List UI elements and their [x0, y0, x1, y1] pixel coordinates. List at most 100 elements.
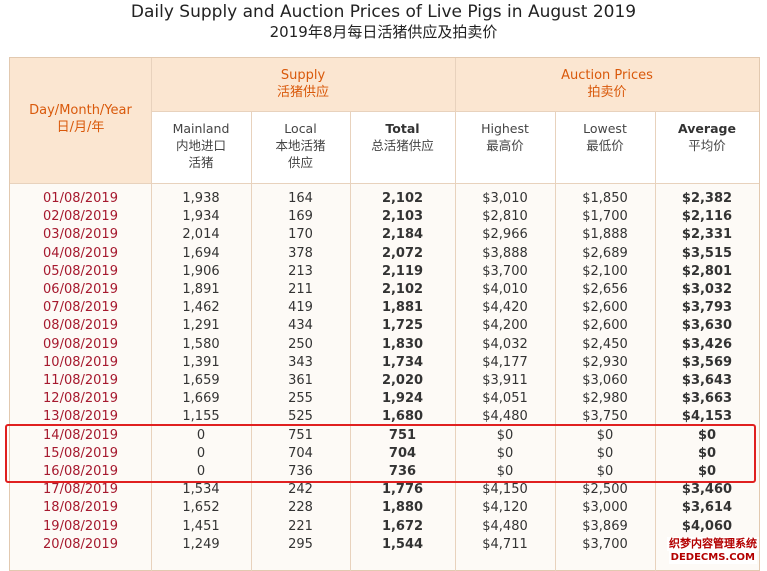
value-cell: 0	[196, 427, 206, 443]
date-cell: 05/08/2019	[43, 263, 118, 279]
value-cell: $2,116	[681, 209, 733, 225]
highlight-box	[5, 424, 756, 483]
value-cell: $3,643	[681, 373, 733, 388]
value-cell: $4,153	[681, 409, 733, 425]
value-cell: $3,614	[681, 500, 733, 516]
value-cell: 250	[288, 336, 313, 352]
table-row: 06/08/2019 1,891 211 2,102 $4,010 $2,656 $3,03…	[10, 281, 759, 299]
value-cell: $4,711	[482, 536, 528, 552]
value-cell: $3,032	[681, 282, 733, 297]
value-cell: $2,656	[582, 282, 628, 297]
value-cell: 525	[288, 409, 313, 425]
value-cell: $3,060	[582, 373, 628, 388]
value-cell: $2,331	[681, 227, 733, 243]
value-cell: 213	[288, 263, 313, 279]
value-cell: 1,891	[182, 282, 220, 297]
date-cell: 02/08/2019	[43, 209, 118, 225]
value-cell: 1,694	[182, 245, 220, 261]
value-cell: $4,032	[482, 336, 528, 352]
date-cell: 17/08/2019	[43, 482, 118, 498]
value-cell: $4,177	[482, 354, 528, 370]
value-cell: 1,451	[182, 518, 220, 534]
table-row: 08/08/2019 1,291 434 1,725 $4,200 $2,600 $3,63…	[10, 317, 759, 335]
value-cell: 0	[196, 445, 206, 461]
date-cell: 19/08/2019	[43, 518, 118, 534]
value-cell: 1,291	[182, 318, 220, 334]
table-row: 18/08/2019 1,652 228 1,880 $4,120 $3,000 $3,61…	[10, 499, 759, 517]
date-header-band	[10, 58, 151, 183]
value-cell: 1,725	[381, 318, 424, 334]
value-cell: 1,934	[182, 209, 220, 225]
date-header-en: Day/Month/Year	[29, 103, 132, 118]
value-cell: 1,391	[182, 354, 220, 370]
value-cell: 434	[288, 318, 313, 334]
value-cell: 1,534	[182, 482, 220, 498]
value-cell: 2,102	[381, 191, 424, 206]
table-row: 14/08/2019 0 751 751 $0 $0 $0	[10, 427, 759, 445]
value-cell: 170	[288, 227, 313, 243]
value-cell: 1,155	[182, 409, 220, 425]
value-cell: 1,881	[381, 300, 424, 316]
value-cell: 1,734	[381, 354, 424, 370]
value-cell: 242	[288, 482, 313, 498]
table-row: 11/08/2019 1,659 361 2,020 $3,911 $3,060 $3,64…	[10, 372, 759, 390]
value-cell: $4,200	[482, 318, 528, 334]
value-cell: 1,776	[381, 482, 424, 498]
value-cell: 1,830	[381, 336, 424, 352]
auction-header-en: Auction Prices	[561, 68, 653, 83]
value-cell: 221	[288, 518, 313, 534]
value-cell: $4,420	[482, 300, 528, 316]
value-cell: 2,020	[381, 373, 424, 388]
value-cell: $3,630	[681, 318, 733, 334]
value-cell: $4,120	[482, 500, 528, 516]
value-cell: $1,888	[582, 227, 628, 243]
date-cell: 14/08/2019	[43, 427, 118, 443]
value-cell: $1,850	[582, 191, 628, 206]
value-cell: 736	[288, 464, 313, 479]
value-cell: $3,569	[681, 354, 733, 370]
value-cell: 704	[288, 445, 313, 461]
date-cell: 13/08/2019	[43, 409, 118, 425]
date-cell: 08/08/2019	[43, 318, 118, 334]
value-cell: $3,700	[482, 263, 528, 279]
table-row: 19/08/2019 1,451 221 1,672 $4,480 $3,869 $4,06…	[10, 518, 759, 536]
value-cell: $0	[697, 427, 717, 443]
value-cell: $2,600	[582, 318, 628, 334]
value-cell: $3,793	[681, 300, 733, 316]
date-cell: 11/08/2019	[43, 373, 118, 388]
value-cell: $4,060	[681, 518, 733, 534]
table-row: 17/08/2019 1,534 242 1,776 $4,150 $2,500 $3,46…	[10, 481, 759, 499]
value-cell: 2,184	[381, 227, 424, 243]
date-cell: 12/08/2019	[43, 391, 118, 407]
value-cell: $2,500	[582, 482, 628, 498]
table-row: 01/08/2019 1,938 164 2,102 $3,010 $1,850 $2,38…	[10, 190, 759, 208]
value-cell: $0	[697, 464, 717, 479]
col-header-mainland: Mainland 内地进口 活猪	[172, 121, 230, 170]
date-header-zh: 日/月/年	[56, 120, 105, 135]
value-cell: 1,672	[381, 518, 424, 534]
date-cell: 07/08/2019	[43, 300, 118, 316]
table-row: 20/08/2019 1,249 295 1,544 $4,711 $3,700	[10, 536, 759, 554]
value-cell: $0	[496, 427, 514, 443]
value-cell: 164	[288, 191, 313, 206]
value-cell: $2,810	[482, 209, 528, 225]
value-cell: $3,663	[681, 391, 733, 407]
date-cell: 10/08/2019	[43, 354, 118, 370]
value-cell: 1,669	[182, 391, 220, 407]
value-cell: 2,072	[381, 245, 424, 261]
auction-header-zh: 拍卖价	[587, 85, 627, 100]
value-cell: $1,700	[582, 209, 628, 225]
supply-header-en: Supply	[280, 68, 326, 83]
value-cell: $3,000	[582, 500, 628, 516]
value-cell: 1,938	[182, 191, 220, 206]
col-header-local: Local 本地活猪 供应	[275, 121, 326, 170]
value-cell: $0	[496, 464, 514, 479]
value-cell: 1,680	[381, 409, 424, 425]
value-cell: $0	[596, 427, 614, 443]
value-cell: $2,100	[582, 263, 628, 279]
value-cell: 419	[288, 300, 313, 316]
table-row: 16/08/2019 0 736 736 $0 $0 $0	[10, 463, 759, 481]
table-row: 15/08/2019 0 704 704 $0 $0 $0	[10, 445, 759, 463]
value-cell: $0	[596, 445, 614, 461]
value-cell: 2,103	[381, 209, 424, 225]
